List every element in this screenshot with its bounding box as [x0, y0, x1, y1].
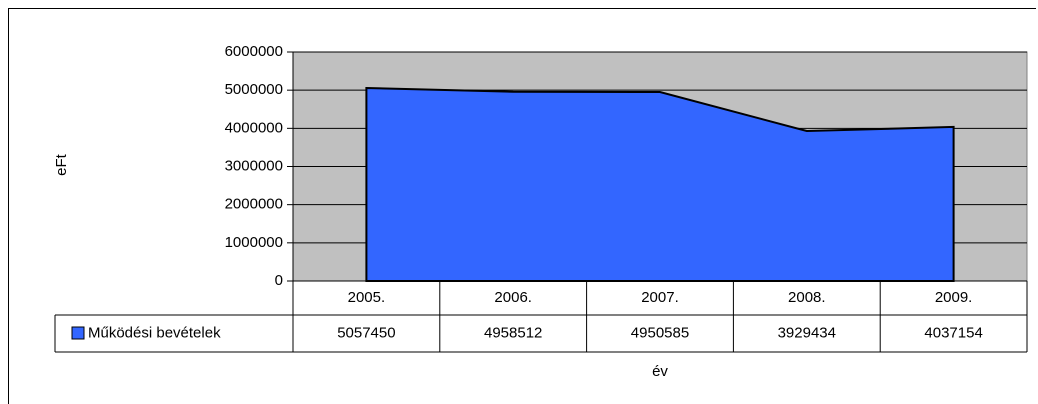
x-tick-label: 2008.: [788, 289, 826, 306]
y-tick-label: 0: [275, 272, 283, 289]
y-tick-label: 3000000: [225, 157, 283, 174]
y-tick-label: 6000000: [225, 43, 283, 60]
y-tick-label: 2000000: [225, 196, 283, 213]
table-value: 4950585: [631, 324, 689, 341]
table-value: 5057450: [337, 324, 395, 341]
x-tick-label: 2005.: [348, 289, 386, 306]
y-axis-label: eFt: [53, 153, 70, 176]
table-value: 3929434: [778, 324, 836, 341]
legend-swatch: [71, 326, 85, 340]
table-value: 4037154: [924, 324, 982, 341]
y-tick-label: 4000000: [225, 119, 283, 136]
table-value: 4958512: [484, 324, 542, 341]
y-tick-label: 1000000: [225, 234, 283, 251]
legend-label: Működési bevételek: [88, 324, 221, 341]
x-axis-label: év: [652, 363, 668, 380]
y-tick-label: 5000000: [225, 81, 283, 98]
x-tick-label: 2006.: [494, 289, 532, 306]
chart-frame: [8, 8, 1036, 404]
x-tick-label: 2009.: [935, 289, 973, 306]
x-tick-label: 2007.: [641, 289, 679, 306]
